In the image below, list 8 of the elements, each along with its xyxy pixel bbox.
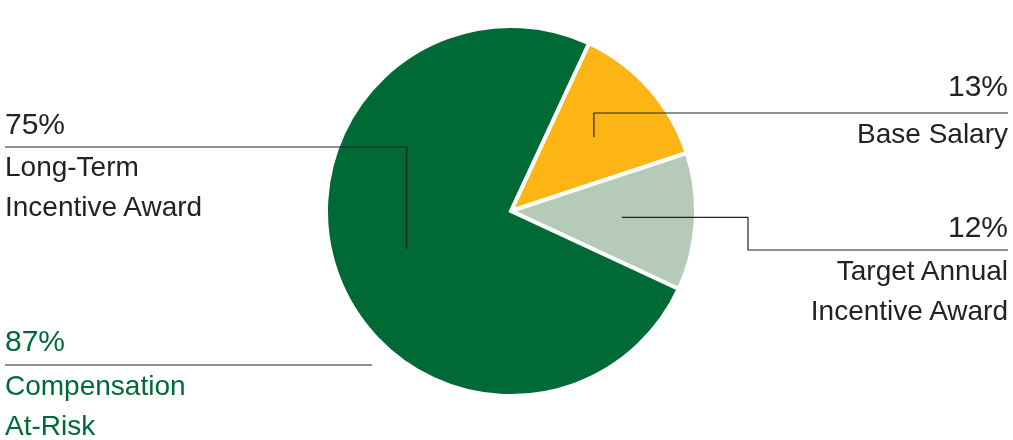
text: 87% [5, 324, 66, 357]
slice-label: Long-Term Incentive Award [5, 151, 203, 222]
slice-label: Base Salary [857, 118, 1008, 149]
slice-label: Target Annual Incentive Award [810, 255, 1008, 326]
data-label: 12% [947, 210, 1008, 243]
data-label: 75% [5, 107, 66, 140]
text: Compensation At-Risk [5, 370, 186, 440]
data-label: 13% [947, 69, 1008, 102]
